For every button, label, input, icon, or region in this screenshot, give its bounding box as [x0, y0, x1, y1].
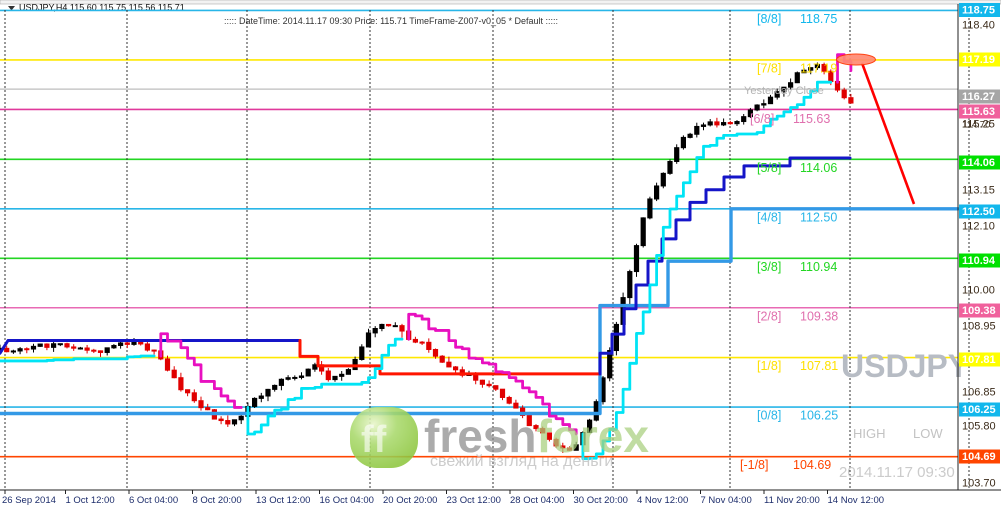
svg-text:107.81: 107.81 — [800, 359, 838, 373]
svg-text:свежий взгляд на деньги: свежий взгляд на деньги — [430, 453, 613, 470]
svg-text:108.95: 108.95 — [962, 321, 996, 333]
svg-text:112.10: 112.10 — [962, 221, 995, 233]
svg-text:[3/8]: [3/8] — [757, 260, 781, 274]
svg-text:16 Oct 04:00: 16 Oct 04:00 — [320, 495, 374, 505]
svg-text:[1/8]: [1/8] — [757, 359, 781, 373]
svg-text:112.50: 112.50 — [800, 211, 837, 225]
svg-text:109.38: 109.38 — [800, 310, 838, 324]
svg-text:110.94: 110.94 — [962, 255, 996, 267]
svg-text:26 Sep 2014: 26 Sep 2014 — [2, 495, 56, 505]
svg-text:104.69: 104.69 — [793, 458, 831, 472]
svg-text:USDJPY: USDJPY — [841, 348, 969, 384]
svg-text:[6/8]: [6/8] — [750, 112, 774, 126]
svg-text:4 Nov 12:00: 4 Nov 12:00 — [637, 495, 688, 505]
svg-text:ff: ff — [361, 419, 387, 461]
svg-text:[5/8]: [5/8] — [757, 161, 781, 175]
svg-text:[8/8]: [8/8] — [757, 12, 781, 26]
svg-text:106.25: 106.25 — [800, 409, 838, 423]
svg-text:11 Nov 20:00: 11 Nov 20:00 — [764, 495, 820, 505]
svg-text:110.94: 110.94 — [800, 260, 837, 274]
svg-text:2014.11.17 09:30: 2014.11.17 09:30 — [839, 464, 955, 481]
svg-text:114.06: 114.06 — [962, 157, 995, 169]
svg-text:118.40: 118.40 — [962, 20, 995, 32]
svg-text:117.19: 117.19 — [800, 62, 837, 76]
svg-text:28 Oct 04:00: 28 Oct 04:00 — [510, 495, 564, 505]
svg-text:HIGH: HIGH — [853, 426, 886, 441]
svg-text:103.70: 103.70 — [962, 478, 996, 490]
svg-text:14 Nov 12:00: 14 Nov 12:00 — [828, 495, 885, 505]
svg-text:116.27: 116.27 — [962, 91, 995, 103]
svg-text:115.63: 115.63 — [793, 112, 830, 126]
svg-text:Yesterday Close: Yesterday Close — [744, 85, 824, 97]
svg-text:[7/8]: [7/8] — [757, 62, 781, 76]
svg-text:114.06: 114.06 — [800, 161, 837, 175]
svg-text:8 Oct 20:00: 8 Oct 20:00 — [193, 495, 242, 505]
svg-text:1 Oct 12:00: 1 Oct 12:00 — [66, 495, 115, 505]
svg-text:106.25: 106.25 — [962, 404, 996, 416]
svg-text:LOW: LOW — [913, 426, 943, 441]
svg-text:104.69: 104.69 — [962, 451, 996, 463]
svg-text:117.19: 117.19 — [962, 54, 995, 66]
svg-text:20 Oct 20:00: 20 Oct 20:00 — [383, 495, 437, 505]
svg-text:13 Oct 12:00: 13 Oct 12:00 — [256, 495, 310, 505]
svg-text:107.81: 107.81 — [962, 354, 996, 366]
svg-text:118.75: 118.75 — [962, 5, 995, 17]
svg-text:109.38: 109.38 — [962, 305, 996, 317]
svg-text:118.75: 118.75 — [800, 12, 837, 26]
svg-text:[4/8]: [4/8] — [757, 211, 781, 225]
svg-text:110.00: 110.00 — [962, 285, 995, 297]
svg-text:113.15: 113.15 — [962, 185, 995, 197]
svg-text:[2/8]: [2/8] — [757, 310, 781, 324]
svg-text:106.85: 106.85 — [962, 387, 996, 399]
svg-text:30 Oct 20:00: 30 Oct 20:00 — [574, 495, 628, 505]
svg-text:105.80: 105.80 — [962, 421, 996, 433]
svg-text:23 Oct 12:00: 23 Oct 12:00 — [447, 495, 501, 505]
svg-text:::::: DateTime: 2014.11.17 09:: ::::: DateTime: 2014.11.17 09:30 Price: … — [224, 16, 558, 26]
svg-text:7 Nov 04:00: 7 Nov 04:00 — [701, 495, 752, 505]
svg-text:[-1/8]: [-1/8] — [740, 458, 769, 472]
svg-text:112.50: 112.50 — [962, 206, 995, 218]
svg-text:[0/8]: [0/8] — [757, 409, 781, 423]
svg-text:115.25: 115.25 — [962, 119, 995, 131]
svg-text:115.63: 115.63 — [962, 106, 995, 118]
svg-text:6 Oct 04:00: 6 Oct 04:00 — [129, 495, 178, 505]
